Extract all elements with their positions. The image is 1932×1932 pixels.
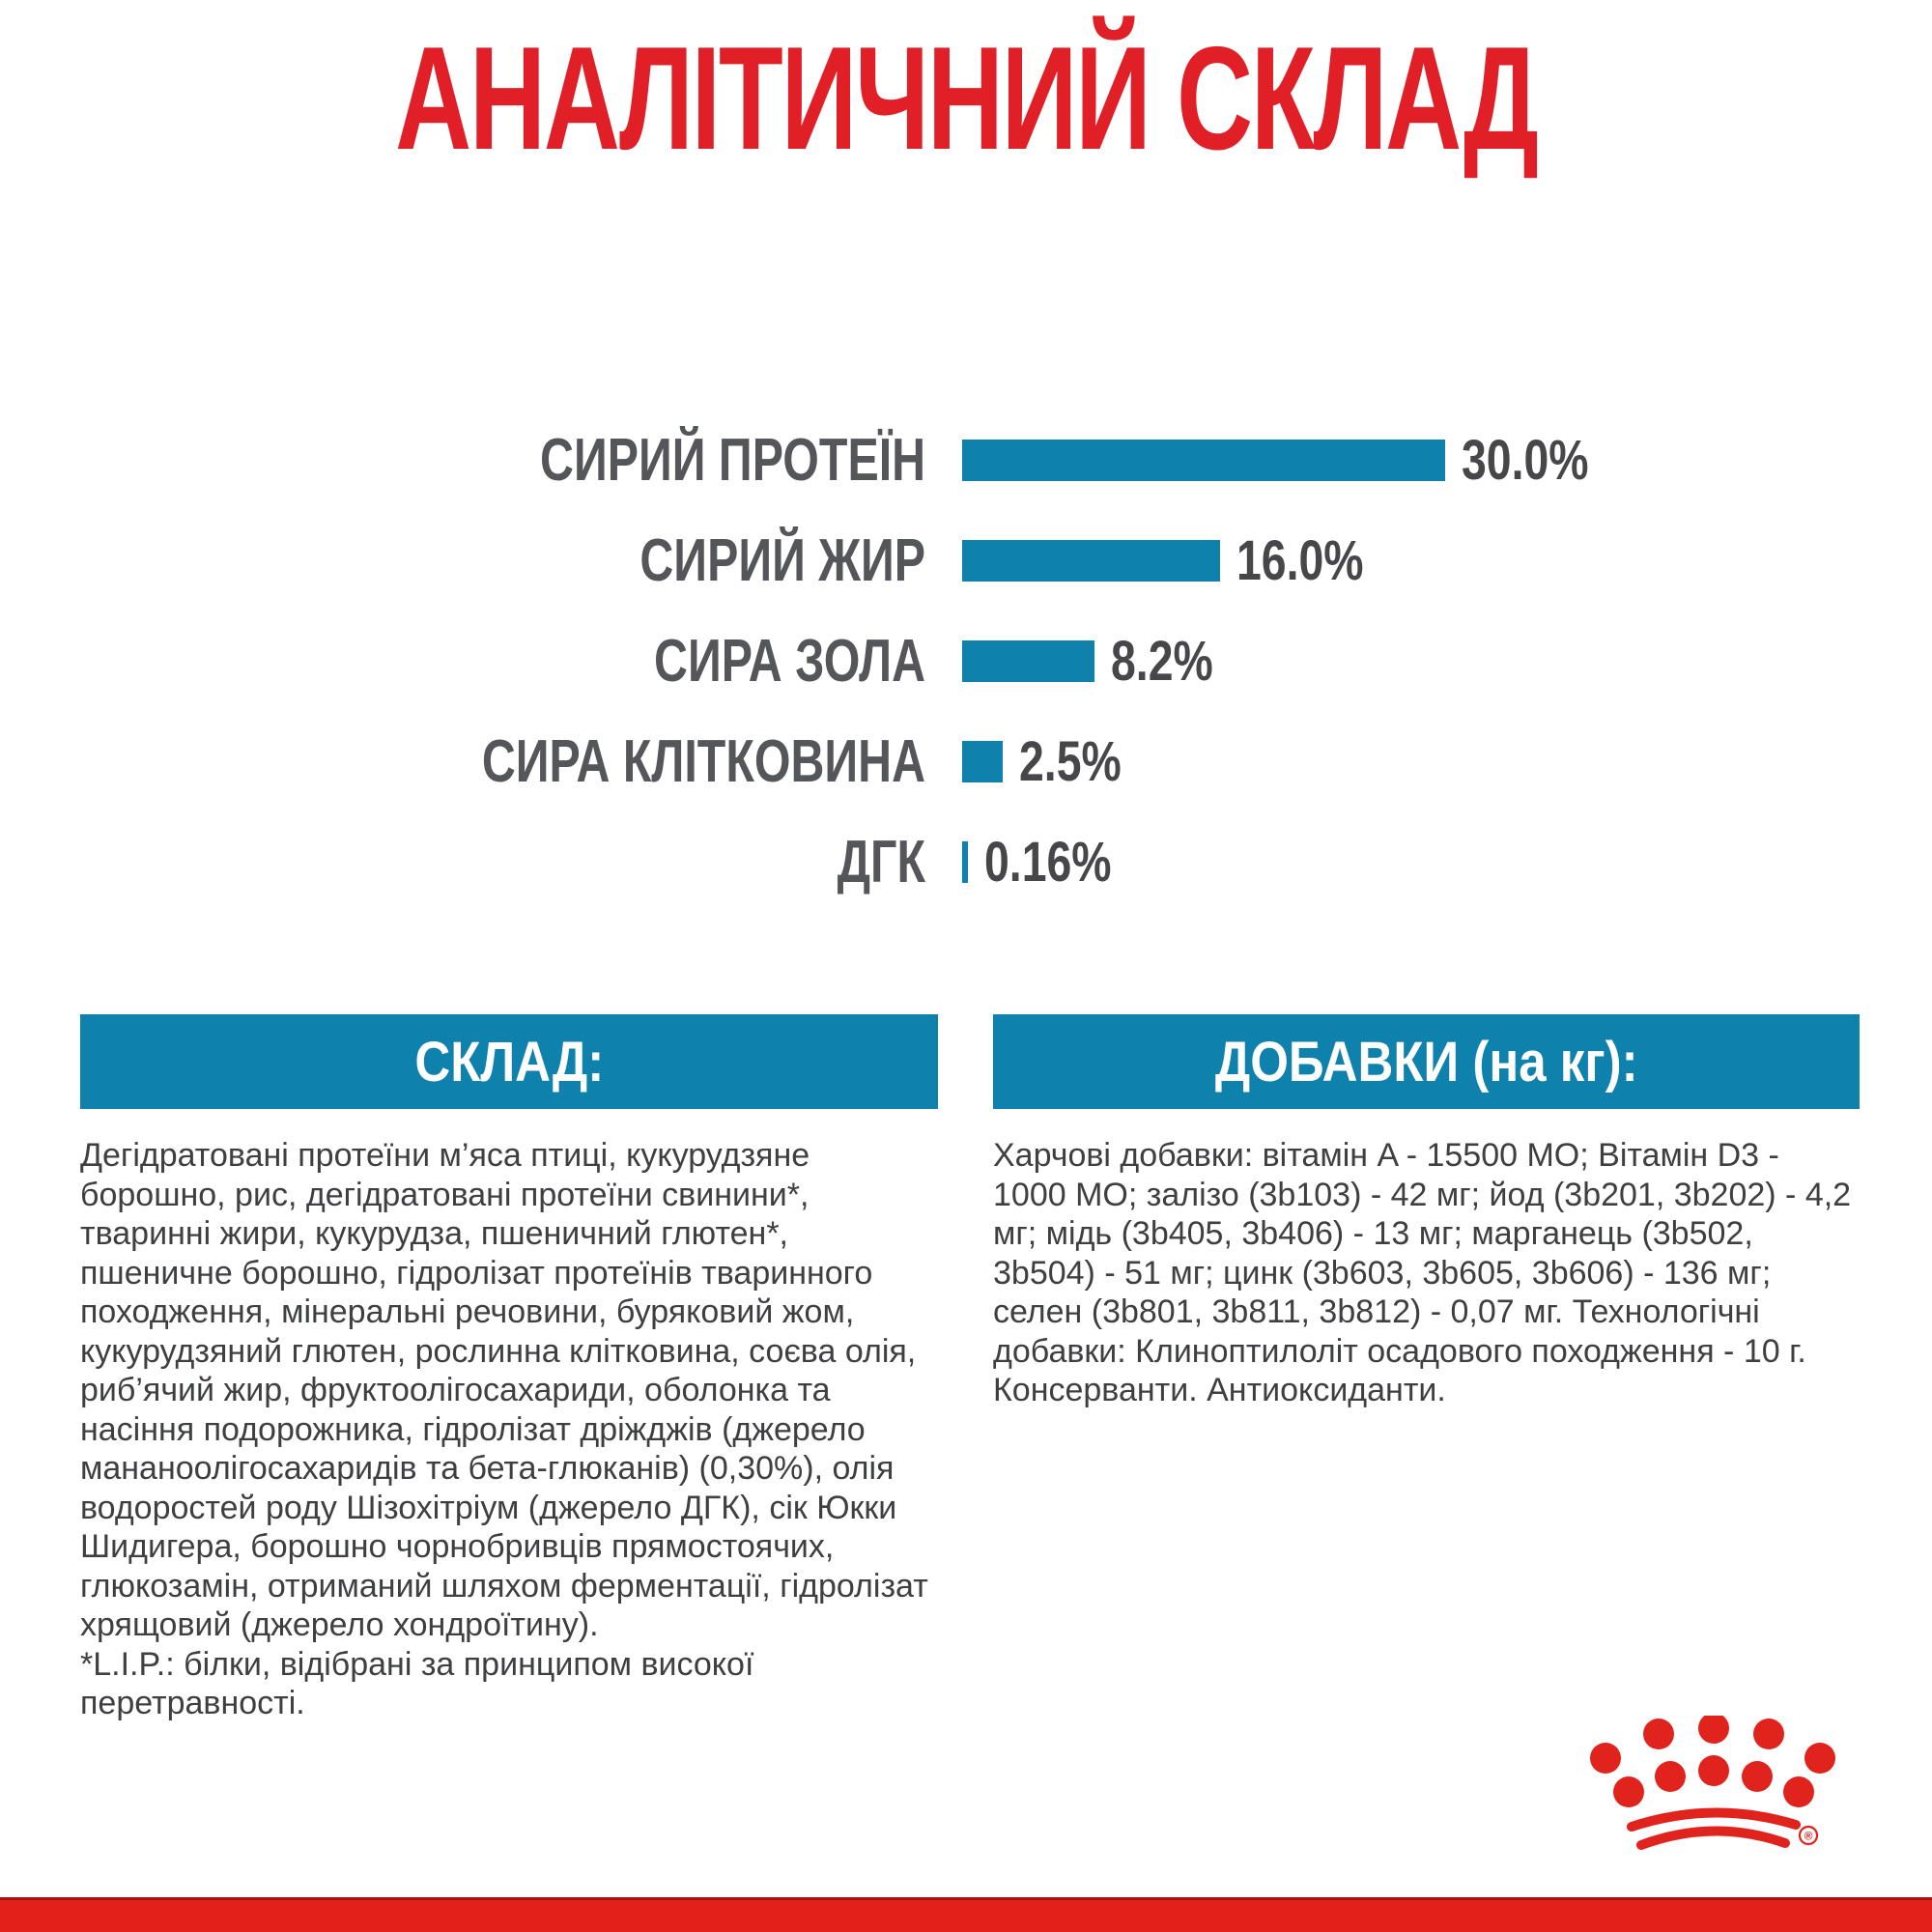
additives-panel-header: ДОБАВКИ (на кг):: [993, 1014, 1860, 1109]
chart-category-label: ДГК: [837, 828, 925, 895]
chart-bar: [962, 539, 1220, 582]
footer-red-bar: [0, 1897, 1932, 1932]
royal-canin-crown-icon: ®: [1590, 1716, 1835, 1850]
chart-value-label: 8.2%: [1110, 629, 1213, 693]
chart-row: СИРА ЗОЛА 8.2%: [0, 611, 1932, 711]
chart-value-label: 0.16%: [984, 830, 1112, 894]
composition-footnote: *L.I.P.: білки, відібрані за принципом в…: [80, 1645, 754, 1722]
chart-row: ДГК 0.16%: [0, 811, 1932, 912]
chart-row: СИРА КЛІТКОВИНА 2.5%: [0, 711, 1932, 811]
composition-panel: СКЛАД: Дегідратовані протеїни м’яса птиц…: [80, 1014, 938, 1723]
composition-panel-body: Дегідратовані протеїни м’яса птиці, куку…: [80, 1136, 938, 1723]
chart-bar: [962, 439, 1445, 481]
additives-panel: ДОБАВКИ (на кг): Харчові добавки: вітамі…: [993, 1014, 1860, 1410]
chart-category-label: СИРИЙ ПРОТЕЇН: [540, 426, 925, 494]
additives-panel-title: ДОБАВКИ (на кг):: [1214, 1030, 1638, 1094]
chart-bar: [962, 740, 1003, 782]
chart-row: СИРИЙ ЖИР 16.0%: [0, 510, 1932, 611]
page-title: АНАЛІТИЧНИЙ СКЛАД: [395, 16, 1539, 181]
registered-mark-icon: ®: [1798, 1825, 1819, 1846]
chart-category-label: СИРА ЗОЛА: [654, 627, 925, 695]
svg-text:®: ®: [1804, 1830, 1813, 1843]
chart-value-label: 16.0%: [1236, 528, 1364, 592]
chart-category-label: СИРИЙ ЖИР: [639, 526, 925, 594]
chart-row: СИРИЙ ПРОТЕЇН 30.0%: [0, 410, 1932, 510]
chart-value-label: 30.0%: [1462, 428, 1589, 492]
chart-value-label: 2.5%: [1018, 729, 1122, 793]
additives-panel-body: Харчові добавки: вітамін A - 15500 МО; В…: [993, 1136, 1860, 1410]
additives-text: Харчові добавки: вітамін A - 15500 МО; В…: [993, 1137, 1852, 1408]
analytical-composition-chart: СИРИЙ ПРОТЕЇН 30.0% СИРИЙ ЖИР 16.0% СИРА ЗОЛ…: [0, 410, 1932, 912]
chart-category-label: СИРА КЛІТКОВИНА: [481, 727, 925, 795]
chart-bar: [962, 840, 968, 883]
composition-panel-title: СКЛАД:: [414, 1030, 604, 1094]
chart-bar: [962, 639, 1094, 682]
composition-panel-header: СКЛАД:: [80, 1014, 938, 1109]
composition-text: Дегідратовані протеїни м’яса птиці, куку…: [80, 1137, 928, 1643]
